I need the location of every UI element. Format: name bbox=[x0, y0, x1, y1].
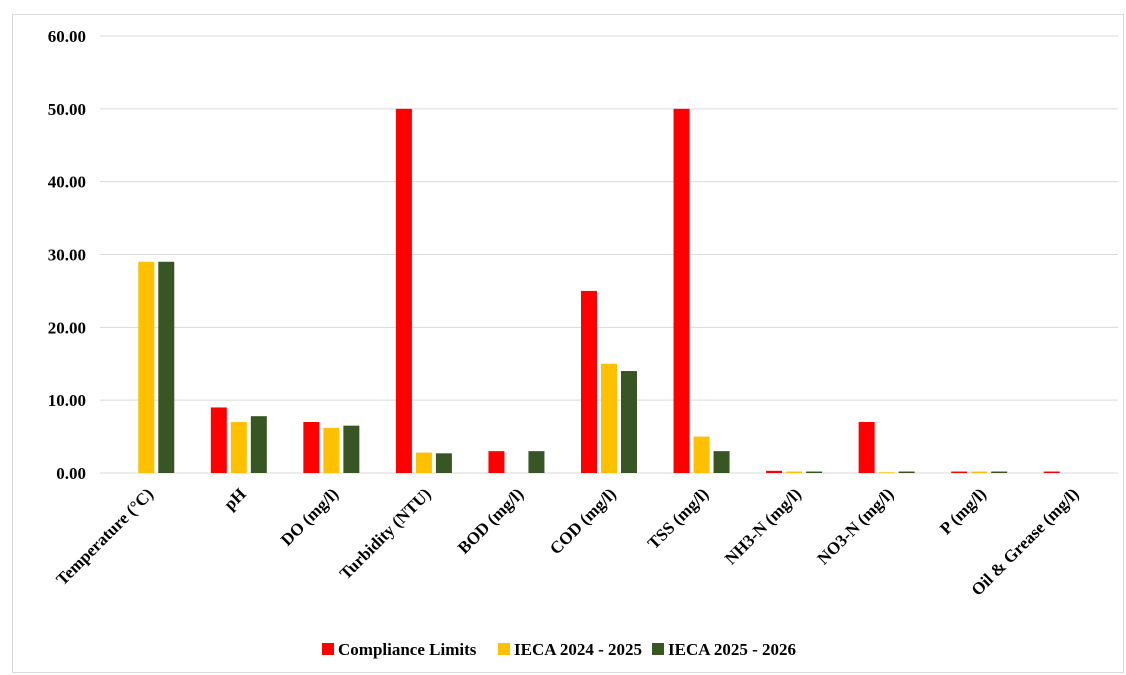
x-category-label: BOD (mg/l) bbox=[454, 484, 527, 557]
bar-ieca-2025-2026-0 bbox=[158, 261, 175, 473]
x-category-label: NO3-N (mg/l) bbox=[814, 484, 898, 568]
bar-ieca-2024-2025-3 bbox=[415, 452, 432, 473]
bar-ieca-2025-2026-2 bbox=[343, 425, 360, 473]
x-category-label: P (mg/l) bbox=[936, 484, 990, 538]
x-category-label: DO (mg/l) bbox=[277, 484, 342, 549]
bar-compliance-limits-4 bbox=[488, 451, 505, 473]
bar-ieca-2024-2025-2 bbox=[323, 427, 340, 473]
y-tick-label: 40.00 bbox=[48, 173, 86, 192]
x-category-label: Turbidity (NTU) bbox=[336, 484, 435, 583]
bar-ieca-2025-2026-4 bbox=[528, 451, 545, 473]
gridlines bbox=[100, 35, 1118, 474]
legend-swatch bbox=[498, 643, 510, 655]
bar-compliance-limits-1 bbox=[210, 407, 227, 473]
legend-label: IECA 2024 - 2025 bbox=[514, 640, 642, 659]
bar-compliance-limits-10 bbox=[1043, 471, 1060, 473]
bar-ieca-2025-2026-8 bbox=[898, 471, 915, 473]
x-category-label: pH bbox=[220, 484, 249, 513]
x-category-label: NH3-N (mg/l) bbox=[721, 484, 805, 568]
bars bbox=[138, 108, 1060, 473]
y-axis-tick-labels: 0.00 10.00 20.00 30.00 40.00 50.00 60.00 bbox=[48, 27, 86, 483]
bar-compliance-limits-8 bbox=[858, 422, 875, 473]
bar-ieca-2025-2026-9 bbox=[991, 471, 1008, 473]
legend-swatch bbox=[322, 643, 334, 655]
y-tick-label: 60.00 bbox=[48, 27, 86, 46]
y-tick-label: 10.00 bbox=[48, 391, 86, 410]
legend-label: IECA 2025 - 2026 bbox=[668, 640, 796, 659]
x-axis-category-labels: Temperature (°C) pH DO (mg/l)Turbidity (NT… bbox=[52, 484, 1082, 599]
chart-frame bbox=[12, 14, 1124, 673]
x-category-label: COD (mg/l) bbox=[546, 484, 620, 558]
bar-ieca-2025-2026-3 bbox=[435, 453, 452, 473]
bar-compliance-limits-6 bbox=[673, 108, 690, 473]
bar-compliance-limits-3 bbox=[395, 108, 412, 473]
bar-ieca-2024-2025-9 bbox=[971, 471, 988, 473]
bar-ieca-2024-2025-8 bbox=[878, 472, 895, 473]
bar-ieca-2024-2025-0 bbox=[138, 261, 155, 473]
bar-ieca-2024-2025-1 bbox=[230, 422, 247, 473]
bar-compliance-limits-5 bbox=[581, 290, 597, 473]
y-tick-label: 50.00 bbox=[48, 100, 86, 119]
bar-ieca-2024-2025-7 bbox=[786, 471, 803, 473]
y-tick-label: 30.00 bbox=[48, 246, 86, 265]
bar-ieca-2025-2026-5 bbox=[621, 371, 637, 473]
bar-ieca-2025-2026-1 bbox=[250, 416, 267, 473]
legend-swatch bbox=[652, 643, 664, 655]
y-tick-label: 20.00 bbox=[48, 318, 86, 337]
x-category-label: TSS (mg/l) bbox=[644, 484, 713, 553]
bar-compliance-limits-7 bbox=[766, 470, 783, 473]
bar-ieca-2024-2025-5 bbox=[601, 363, 617, 473]
bar-ieca-2025-2026-6 bbox=[713, 451, 730, 473]
bar-ieca-2024-2025-6 bbox=[693, 436, 710, 473]
legend-label: Compliance Limits bbox=[338, 640, 477, 659]
legend: Compliance Limits IECA 2024 - 2025 IECA 20… bbox=[322, 640, 796, 659]
bar-compliance-limits-2 bbox=[303, 422, 320, 473]
bar-ieca-2025-2026-7 bbox=[806, 471, 823, 473]
y-tick-label: 0.00 bbox=[56, 464, 86, 483]
bar-compliance-limits-9 bbox=[951, 471, 968, 473]
x-category-label: Temperature (°C) bbox=[52, 484, 157, 589]
